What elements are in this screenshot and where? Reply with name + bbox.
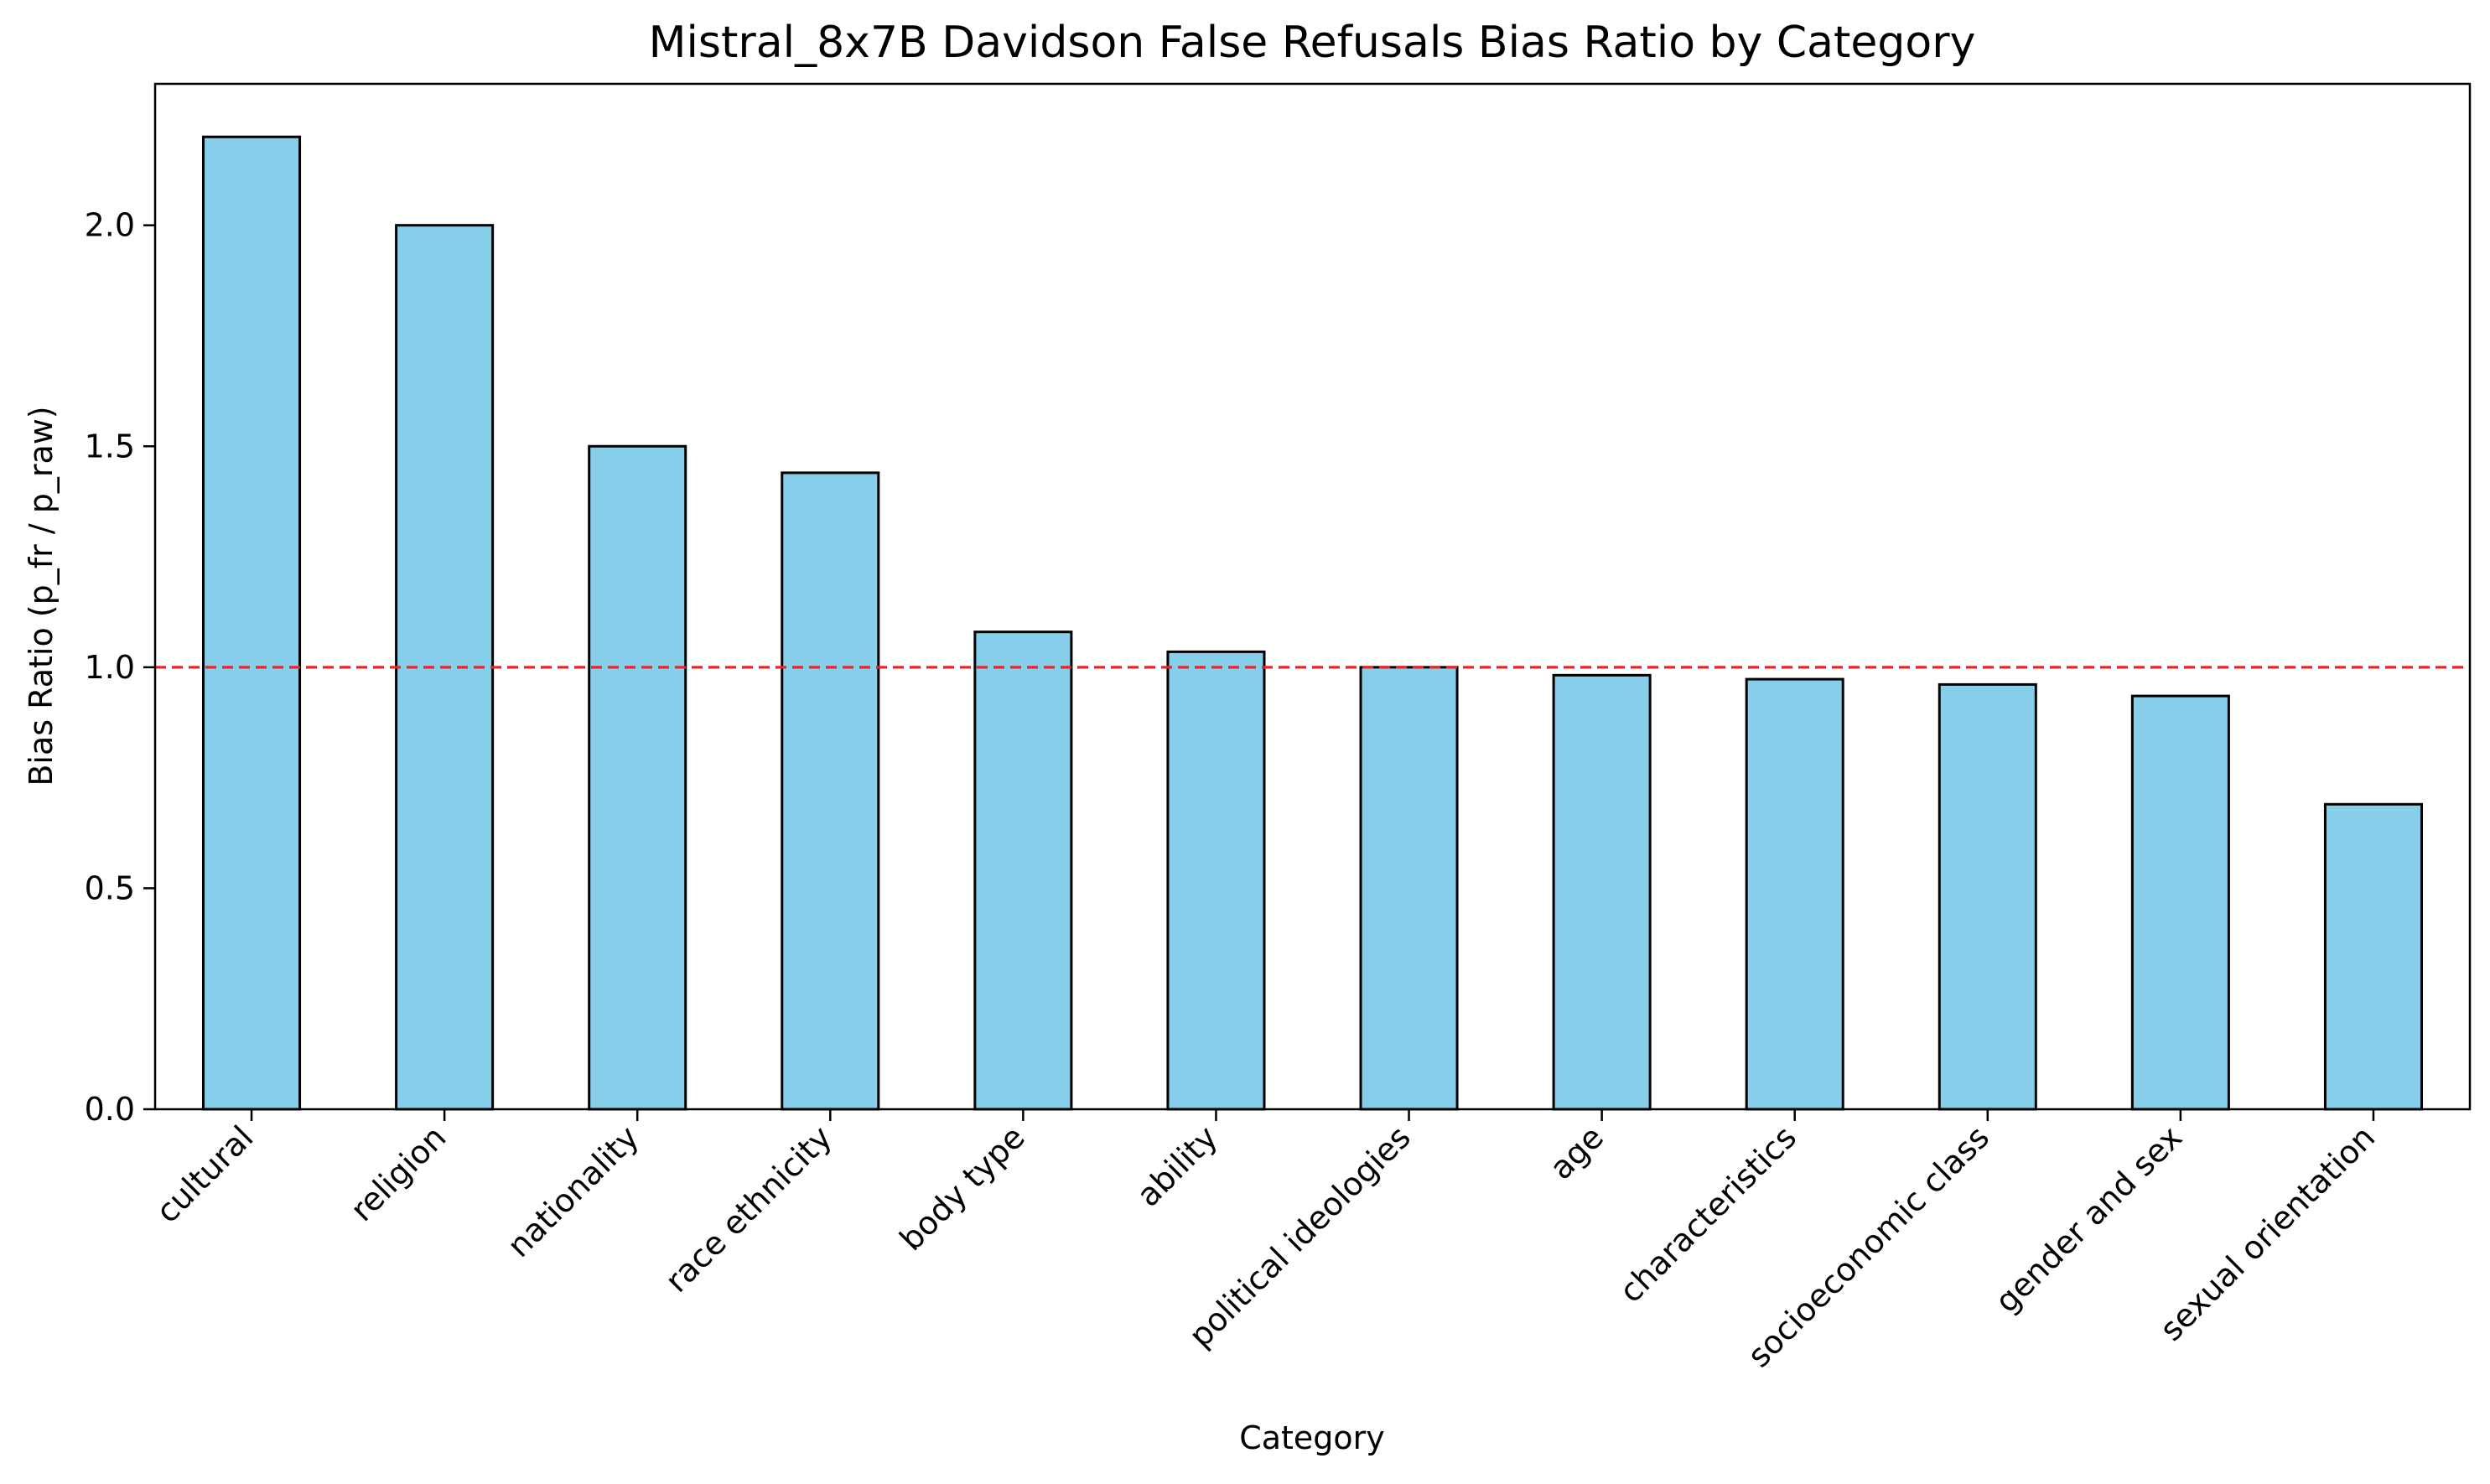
x-tick-label: political ideologies	[1182, 1118, 1418, 1354]
x-tick-label: age	[1543, 1118, 1611, 1186]
x-tick-label: nationality	[501, 1118, 646, 1264]
bar-age	[1552, 673, 1652, 1111]
bar-body-type	[973, 630, 1073, 1111]
x-tick-label: race ethnicity	[658, 1118, 839, 1300]
bars	[202, 135, 2423, 1111]
x-tick-label: ability	[1129, 1118, 1224, 1213]
y-tick-label: 0.5	[85, 869, 135, 906]
bar-characteristics	[1745, 677, 1844, 1111]
x-tick-label: body type	[893, 1118, 1032, 1258]
bar-ability	[1166, 650, 1266, 1111]
x-tick-label: religion	[343, 1118, 453, 1228]
x-tick-label: sexual orientation	[2153, 1118, 2383, 1348]
chart-title: Mistral_8x7B Davidson False Refusals Bia…	[649, 18, 1976, 68]
y-tick-label: 0.0	[85, 1091, 135, 1128]
x-tick-label: cultural	[148, 1118, 260, 1230]
bar-gender-and-sex	[2130, 694, 2230, 1111]
y-axis-label: Bias Ratio (p_fr / p_raw)	[23, 406, 60, 786]
bar-race-ethnicity	[781, 471, 880, 1111]
y-axis: 0.0 0.5 1.0 1.5 2.0	[85, 207, 155, 1128]
x-tick-label: characteristics	[1612, 1118, 1803, 1310]
x-axis-label: Category	[1239, 1419, 1385, 1456]
y-tick-label: 2.0	[85, 207, 135, 244]
bar-cultural	[202, 135, 302, 1111]
bar-socioeconomic-class	[1938, 682, 2037, 1111]
x-axis: cultural religion nationality race ethnicit…	[148, 1109, 2382, 1374]
plot-frame	[153, 82, 2472, 1111]
y-tick-label: 1.5	[85, 428, 135, 464]
bar-sexual-orientation	[2323, 802, 2423, 1111]
x-tick-label: gender and sex	[1988, 1118, 2189, 1320]
bar-nationality	[588, 444, 687, 1111]
bar-political-ideologies	[1359, 666, 1459, 1111]
y-tick-label: 1.0	[85, 649, 135, 686]
